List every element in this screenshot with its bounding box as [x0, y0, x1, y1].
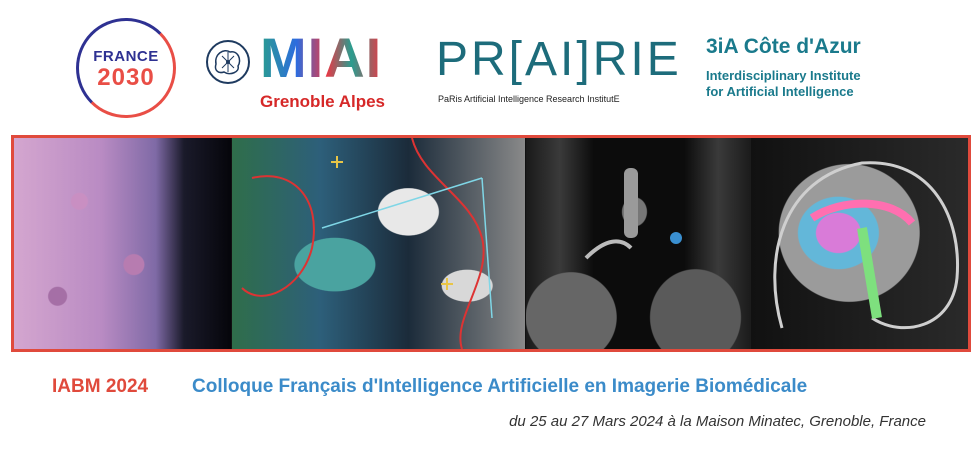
- conference-code: IABM 2024: [52, 376, 149, 397]
- histology-image: [14, 138, 232, 349]
- conference-title: Colloque Français d'Intelligence Artific…: [192, 376, 808, 397]
- france-2030-line1: FRANCE: [93, 48, 159, 65]
- logo-ring: [76, 18, 176, 118]
- brain-icon: [206, 40, 250, 84]
- brain-mri-image: [752, 138, 968, 349]
- france-2030-line2: 2030: [97, 64, 155, 91]
- 3ia-line2: for Artificial Intelligence: [706, 84, 854, 99]
- prairie-logo: PR[AI]RIE PaRis Artificial Intelligence …: [436, 32, 679, 112]
- miai-wordmark: MIAI: [260, 26, 383, 89]
- 3ia-line1: Interdisciplinary Institute: [706, 68, 861, 83]
- miai-logo: MIAI Grenoble Alpes: [200, 28, 410, 118]
- biomedical-image-banner: [11, 135, 971, 352]
- prairie-wordmark: PR[AI]RIE: [436, 33, 682, 86]
- 3ia-cote-azur-logo: 3iA Côte d'Azur Interdisciplinary Instit…: [706, 34, 916, 114]
- prairie-subtitle: PaRis Artificial Intelligence Research I…: [438, 94, 620, 104]
- 3ia-heading: 3iA Côte d'Azur: [706, 35, 861, 58]
- conference-date-location: du 25 au 27 Mars 2024 à la Maison Minate…: [509, 413, 926, 430]
- miai-subtitle: Grenoble Alpes: [260, 92, 386, 111]
- tissue-segmentation-image: [232, 138, 526, 349]
- france-2030-logo: FRANCE 2030: [72, 18, 180, 118]
- ct-scan-image: [526, 138, 752, 349]
